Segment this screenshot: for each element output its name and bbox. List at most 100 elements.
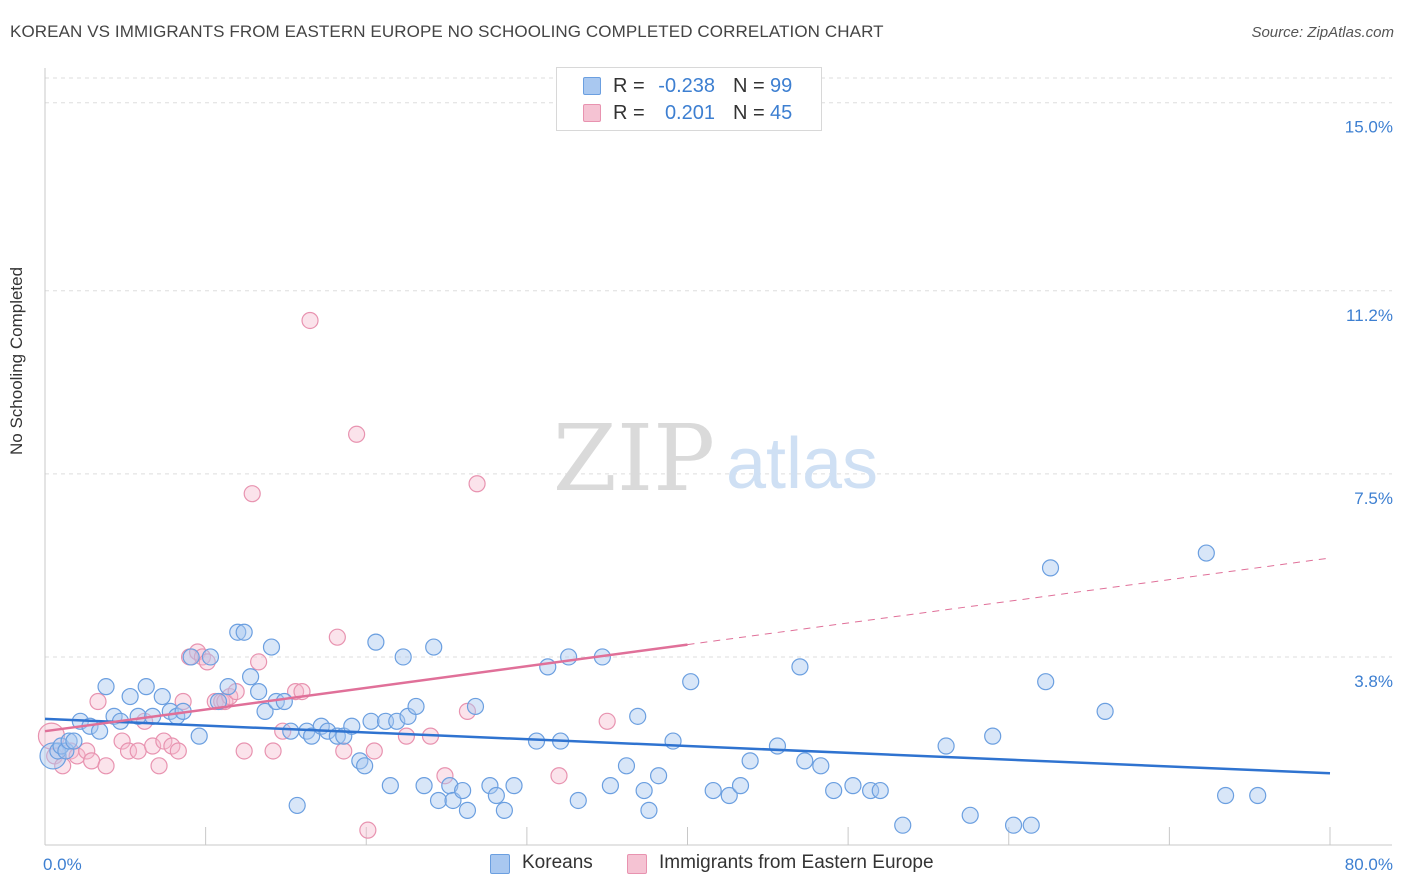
- korean-point: [250, 682, 268, 701]
- korean-point: [649, 767, 668, 785]
- n-value: 99: [770, 75, 793, 97]
- korean-point: [629, 707, 647, 725]
- y-tick-label: 15.0%: [1345, 118, 1393, 137]
- korean-point: [201, 648, 220, 666]
- korean-point: [262, 638, 281, 656]
- x-tick-label: 80.0%: [1345, 855, 1393, 874]
- korean-point: [182, 648, 200, 666]
- korean-point: [458, 801, 477, 819]
- r-value: -0.238: [658, 75, 715, 97]
- eastern-europe-point: [129, 742, 147, 760]
- korean-point: [407, 697, 425, 716]
- korean-point: [569, 791, 587, 810]
- series-koreans-points: [39, 544, 1267, 834]
- trend-lines: [44, 557, 1331, 775]
- korean-point: [454, 781, 472, 800]
- y-tick-label: 11.2%: [1346, 306, 1393, 325]
- korean-point: [1197, 544, 1215, 562]
- r-label: R =: [613, 75, 645, 97]
- korean-point: [275, 692, 293, 711]
- eastern-europe-point: [365, 742, 383, 760]
- watermark: ZIP atlas: [553, 405, 878, 512]
- eastern-europe-trend-line: [44, 643, 688, 733]
- r-label: R =: [613, 102, 645, 124]
- korean-point: [229, 623, 247, 641]
- watermark-zip: ZIP: [553, 405, 715, 512]
- y-tick-label: 7.5%: [1354, 489, 1393, 508]
- korean-point: [720, 786, 738, 805]
- korean-point: [495, 801, 513, 819]
- korean-point: [97, 678, 115, 696]
- eastern-europe-point: [144, 737, 162, 755]
- korean-point: [60, 732, 78, 750]
- series-eastern-europe-points: [37, 311, 616, 839]
- korean-point: [768, 737, 787, 755]
- eastern-europe-point: [150, 757, 168, 775]
- eastern-europe-point: [198, 653, 216, 671]
- eastern-europe-point: [550, 767, 568, 785]
- eastern-europe-point: [113, 732, 131, 750]
- korean-point: [121, 687, 139, 706]
- korean-point: [351, 752, 369, 770]
- korean-point: [791, 658, 809, 676]
- korean-point: [1041, 559, 1060, 577]
- korean-point: [682, 673, 700, 691]
- korean-point: [704, 781, 722, 800]
- korean-point: [190, 727, 208, 745]
- korean-point: [961, 806, 979, 824]
- korean-point: [617, 757, 636, 775]
- korean-point: [65, 732, 83, 750]
- eastern-europe-point: [348, 425, 366, 443]
- n-value: 45: [770, 102, 793, 124]
- korean-point: [741, 752, 759, 770]
- eastern-europe-point: [468, 475, 486, 493]
- eastern-europe-point: [82, 752, 101, 770]
- tick-labels: 3.8% 7.5% 11.2% 15.0% 0.0% 80.0%: [43, 118, 1393, 874]
- korean-point: [425, 638, 443, 656]
- korean-point: [367, 633, 385, 651]
- eastern-europe-point: [301, 311, 319, 330]
- korean-point: [601, 777, 620, 795]
- korean-point: [1249, 786, 1267, 805]
- eastern-europe-point: [359, 821, 377, 839]
- korean-point: [466, 697, 485, 716]
- source-label: Source: ZipAtlas.com: [1251, 24, 1394, 41]
- legend-label-eastern-europe: Immigrants from Eastern Europe: [659, 852, 934, 873]
- korean-point: [640, 801, 658, 819]
- eastern-europe-point: [264, 742, 282, 760]
- n-label: N =: [733, 75, 765, 97]
- korean-point: [1037, 673, 1055, 691]
- korean-point: [937, 737, 955, 755]
- korean-point: [209, 692, 228, 711]
- legend-label-koreans: Koreans: [522, 852, 593, 873]
- eastern-europe-point: [335, 742, 353, 760]
- eastern-europe-point: [286, 682, 305, 701]
- korean-point: [871, 781, 889, 800]
- koreans-trend-line: [44, 717, 1331, 775]
- korean-point: [282, 722, 300, 740]
- eastern-europe-point: [169, 742, 187, 760]
- legend-swatch-eastern-europe: [627, 854, 647, 874]
- korean-point: [481, 777, 499, 795]
- korean-point: [825, 781, 843, 800]
- korean-point: [381, 777, 399, 795]
- eastern-europe-point: [328, 628, 346, 646]
- legend-swatch-eastern-europe: [583, 104, 601, 122]
- korean-point: [219, 678, 237, 696]
- korean-point: [356, 757, 374, 775]
- korean-point: [256, 702, 274, 720]
- legend-swatch-koreans: [583, 77, 601, 95]
- korean-point: [242, 668, 260, 686]
- korean-point: [635, 781, 653, 800]
- eastern-europe-point: [397, 727, 416, 745]
- korean-point: [796, 752, 814, 770]
- eastern-europe-point: [436, 767, 454, 785]
- korean-point: [1096, 702, 1114, 720]
- korean-point: [1022, 816, 1040, 834]
- korean-point: [487, 786, 505, 805]
- korean-point: [731, 777, 750, 795]
- korean-point: [343, 717, 361, 735]
- korean-point: [388, 712, 406, 730]
- eastern-europe-point: [97, 757, 115, 775]
